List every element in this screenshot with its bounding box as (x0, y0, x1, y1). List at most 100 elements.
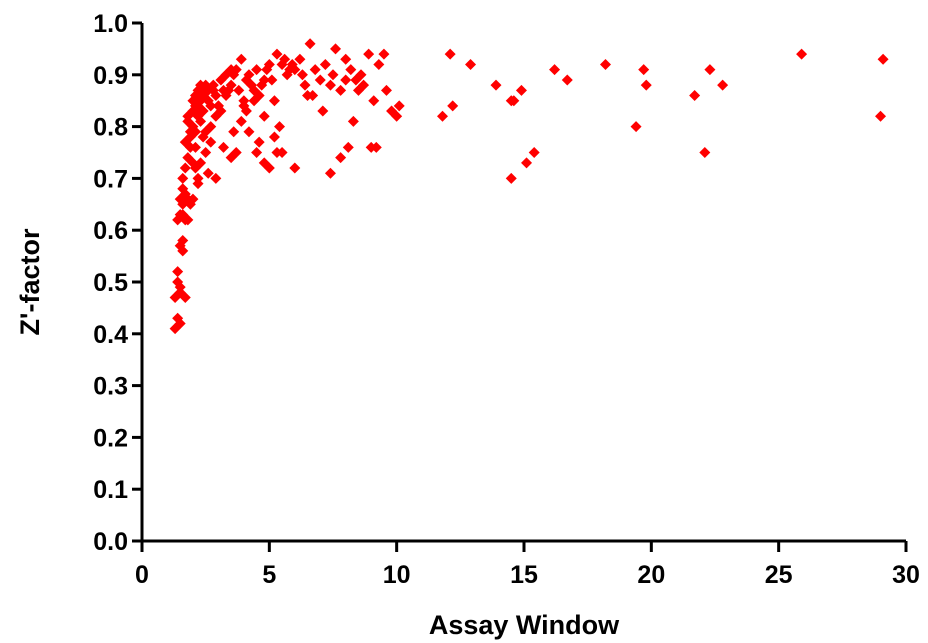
y-tick-label: 0.7 (93, 165, 128, 193)
data-point (189, 162, 201, 174)
data-point (187, 121, 199, 133)
data-point (380, 84, 392, 96)
data-point (294, 53, 306, 65)
data-point (363, 48, 375, 60)
data-point (184, 198, 196, 210)
data-point (210, 90, 222, 102)
data-point (465, 58, 477, 70)
data-point (327, 69, 339, 81)
data-point (266, 74, 278, 86)
data-point (358, 79, 370, 91)
data-point (875, 110, 887, 122)
data-point (340, 74, 352, 86)
x-axis-title: Assay Window (429, 610, 620, 640)
data-point (248, 95, 260, 107)
y-tick-label: 0.8 (93, 114, 128, 142)
data-point (200, 147, 212, 158)
x-tick-label: 10 (383, 561, 411, 589)
y-tick-label: 0.3 (93, 373, 128, 401)
data-point (347, 115, 359, 127)
data-point (189, 141, 201, 153)
data-point (202, 167, 214, 179)
data-point (207, 79, 219, 91)
data-point (505, 95, 517, 107)
data-point (235, 115, 247, 127)
data-point (630, 121, 642, 133)
data-point (271, 147, 283, 158)
data-point (370, 141, 382, 153)
data-point (268, 95, 280, 107)
data-point (373, 58, 385, 70)
data-point (179, 292, 191, 304)
data-point (355, 69, 367, 81)
data-point (304, 38, 316, 50)
data-points (169, 38, 889, 335)
y-tick-label: 0.5 (93, 269, 128, 297)
x-tick-label: 5 (262, 561, 276, 589)
data-point (330, 43, 342, 55)
data-point (528, 147, 540, 158)
data-point (640, 79, 652, 91)
y-tick-label: 0.2 (93, 424, 128, 452)
data-point (689, 90, 701, 102)
data-point (437, 110, 449, 122)
x-tick-label: 30 (892, 561, 920, 589)
data-point (268, 131, 280, 143)
data-point (699, 147, 711, 158)
data-point (174, 281, 186, 293)
data-point (796, 48, 808, 60)
x-tick-label: 15 (510, 561, 538, 589)
data-point (521, 157, 533, 169)
y-tick-label: 0.6 (93, 217, 128, 245)
data-point (289, 162, 301, 174)
data-point (340, 53, 352, 65)
data-point (279, 53, 291, 65)
data-point (205, 121, 217, 133)
y-ticks: 0.0 0.1 0.2 0.3 0.4 0.5 0.6 0.7 0.8 0.9 1.0 (93, 10, 142, 556)
data-point (447, 100, 459, 112)
data-point (182, 214, 194, 226)
data-point (276, 58, 288, 70)
data-point (444, 48, 456, 60)
data-point (240, 105, 252, 117)
y-tick-label: 0.4 (93, 321, 128, 349)
data-point (274, 121, 286, 133)
data-point (179, 162, 191, 174)
data-point (324, 79, 336, 91)
y-tick-label: 1.0 (93, 10, 128, 38)
data-point (210, 172, 222, 184)
data-point (561, 74, 573, 86)
y-axis-title: Z'-factor (15, 228, 45, 335)
y-tick-label: 0.0 (93, 528, 128, 556)
data-point (877, 53, 889, 65)
data-point (235, 53, 247, 65)
data-point (174, 317, 186, 329)
data-point (205, 136, 217, 148)
data-point (393, 100, 405, 112)
data-point (289, 64, 301, 76)
data-point (309, 64, 321, 76)
data-point (549, 64, 561, 76)
data-point (335, 84, 347, 96)
data-point (230, 64, 242, 76)
data-point (317, 105, 329, 117)
data-point (225, 79, 237, 91)
data-point (319, 58, 331, 70)
data-point (307, 90, 319, 102)
data-point (263, 58, 275, 70)
data-point (197, 131, 209, 143)
data-point (368, 95, 380, 107)
x-tick-label: 25 (765, 561, 793, 589)
data-point (215, 105, 227, 117)
data-point (271, 48, 283, 60)
data-point (258, 110, 270, 122)
data-point (391, 110, 403, 122)
data-point (638, 64, 650, 76)
data-point (197, 105, 209, 117)
data-point (505, 172, 517, 184)
data-point (324, 167, 336, 179)
data-point (299, 79, 311, 91)
y-tick-label: 0.9 (93, 62, 128, 90)
data-point (205, 100, 217, 112)
